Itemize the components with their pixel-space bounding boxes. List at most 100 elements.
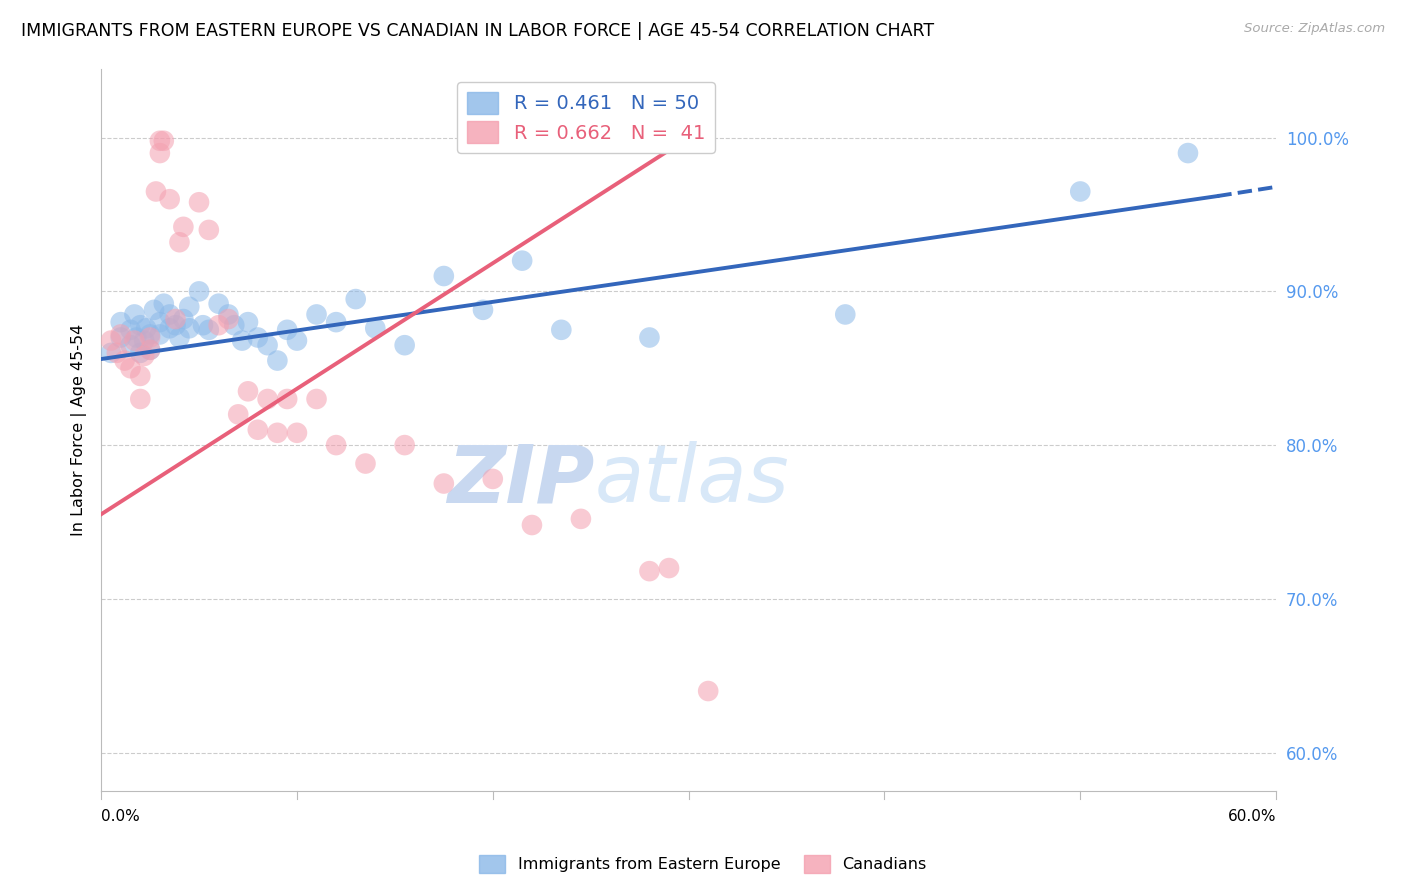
- Point: [217, 308, 239, 322]
- Point: [433, 268, 456, 283]
- Point: [236, 384, 259, 399]
- Point: [433, 476, 456, 491]
- Point: [550, 323, 572, 337]
- Point: [198, 223, 221, 237]
- Point: [124, 308, 146, 322]
- Legend: R = 0.461   N = 50, R = 0.662   N =  41: R = 0.461 N = 50, R = 0.662 N = 41: [457, 82, 716, 153]
- Point: [129, 392, 152, 406]
- Point: [152, 134, 174, 148]
- Point: [139, 343, 162, 357]
- Point: [697, 684, 720, 698]
- Point: [129, 368, 152, 383]
- Point: [135, 321, 157, 335]
- Point: [231, 334, 253, 348]
- Point: [100, 346, 122, 360]
- Point: [285, 334, 308, 348]
- Point: [149, 146, 172, 161]
- Point: [179, 321, 201, 335]
- Point: [394, 338, 416, 352]
- Point: [139, 330, 162, 344]
- Point: [165, 318, 187, 333]
- Point: [1177, 146, 1199, 161]
- Point: [472, 302, 495, 317]
- Point: [520, 518, 543, 533]
- Point: [159, 308, 181, 322]
- Point: [110, 327, 132, 342]
- Point: [149, 315, 172, 329]
- Text: ZIP: ZIP: [447, 442, 595, 519]
- Point: [152, 296, 174, 310]
- Point: [105, 346, 128, 360]
- Point: [165, 312, 187, 326]
- Point: [129, 346, 152, 360]
- Point: [1069, 185, 1091, 199]
- Point: [114, 353, 136, 368]
- Y-axis label: In Labor Force | Age 45-54: In Labor Force | Age 45-54: [72, 324, 87, 536]
- Point: [246, 330, 269, 344]
- Point: [159, 321, 181, 335]
- Point: [172, 219, 194, 234]
- Point: [236, 315, 259, 329]
- Point: [246, 423, 269, 437]
- Point: [125, 330, 148, 344]
- Text: 60.0%: 60.0%: [1227, 809, 1277, 824]
- Point: [481, 472, 503, 486]
- Point: [169, 235, 191, 250]
- Point: [191, 318, 214, 333]
- Point: [834, 308, 856, 322]
- Text: 0.0%: 0.0%: [101, 809, 139, 824]
- Legend: Immigrants from Eastern Europe, Canadians: Immigrants from Eastern Europe, Canadian…: [472, 848, 934, 880]
- Point: [354, 457, 377, 471]
- Point: [325, 438, 347, 452]
- Point: [325, 315, 347, 329]
- Point: [120, 361, 142, 376]
- Point: [276, 392, 298, 406]
- Point: [124, 334, 146, 348]
- Point: [134, 334, 156, 348]
- Point: [305, 392, 328, 406]
- Point: [256, 392, 278, 406]
- Point: [139, 327, 162, 342]
- Point: [198, 323, 221, 337]
- Point: [305, 308, 328, 322]
- Point: [172, 312, 194, 326]
- Point: [179, 300, 201, 314]
- Point: [188, 195, 211, 210]
- Point: [266, 353, 288, 368]
- Text: IMMIGRANTS FROM EASTERN EUROPE VS CANADIAN IN LABOR FORCE | AGE 45-54 CORRELATIO: IMMIGRANTS FROM EASTERN EUROPE VS CANADI…: [21, 22, 934, 40]
- Point: [110, 315, 132, 329]
- Point: [256, 338, 278, 352]
- Text: Source: ZipAtlas.com: Source: ZipAtlas.com: [1244, 22, 1385, 36]
- Point: [145, 185, 167, 199]
- Point: [169, 330, 191, 344]
- Point: [129, 318, 152, 333]
- Point: [285, 425, 308, 440]
- Point: [638, 564, 661, 578]
- Point: [226, 408, 249, 422]
- Point: [188, 285, 211, 299]
- Point: [159, 192, 181, 206]
- Point: [207, 318, 229, 333]
- Point: [139, 343, 162, 357]
- Point: [638, 330, 661, 344]
- Point: [217, 312, 239, 326]
- Point: [100, 334, 122, 348]
- Point: [344, 292, 367, 306]
- Point: [276, 323, 298, 337]
- Point: [364, 321, 387, 335]
- Point: [143, 302, 166, 317]
- Point: [266, 425, 288, 440]
- Point: [394, 438, 416, 452]
- Point: [510, 253, 533, 268]
- Point: [120, 323, 142, 337]
- Text: atlas: atlas: [595, 442, 789, 519]
- Point: [658, 561, 681, 575]
- Point: [224, 318, 246, 333]
- Point: [569, 512, 592, 526]
- Point: [134, 349, 156, 363]
- Point: [120, 338, 142, 352]
- Point: [149, 134, 172, 148]
- Point: [110, 330, 132, 344]
- Point: [207, 296, 229, 310]
- Point: [149, 327, 172, 342]
